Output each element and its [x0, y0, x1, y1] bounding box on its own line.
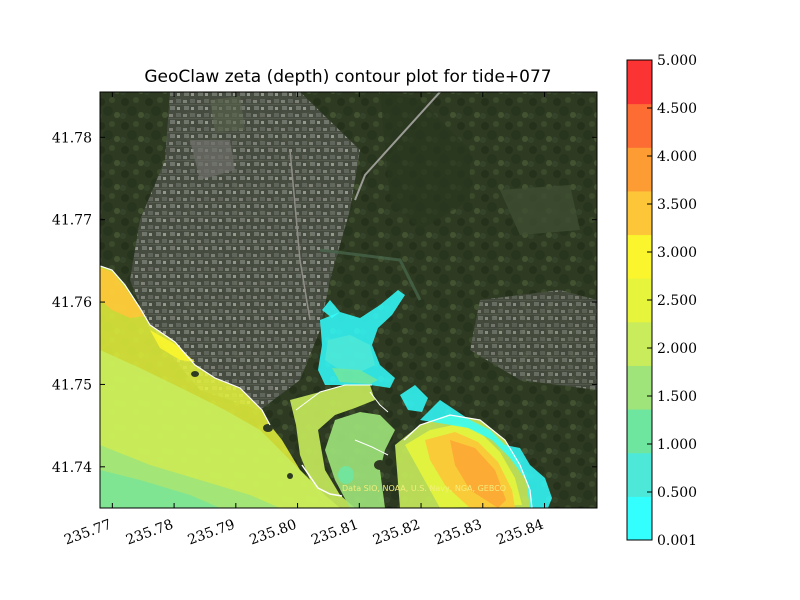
y-tick-label: 41.76 [52, 295, 92, 311]
chart-title: GeoClaw zeta (depth) contour plot for ti… [144, 67, 551, 87]
y-tick-label: 41.74 [52, 460, 92, 476]
y-tick-labels: 41.74 41.75 41.76 41.77 41.78 [52, 130, 597, 476]
colorbar-tick-label: 1.000 [657, 437, 697, 453]
y-tick-label: 41.78 [52, 130, 92, 146]
x-tick-label: 235.80 [247, 517, 299, 549]
colorbar-level-4 [627, 321, 652, 366]
colorbar-level-3 [627, 365, 652, 410]
y-tick-label: 41.75 [52, 377, 92, 393]
colorbar-level-8 [627, 147, 652, 192]
colorbar-level-0 [627, 496, 652, 541]
x-tick-label: 235.77 [62, 517, 114, 549]
colorbar-tick-label: 4.500 [657, 101, 697, 117]
x-tick-label: 235.78 [124, 517, 176, 549]
x-tick-label: 235.84 [494, 517, 546, 549]
x-tick-label: 235.82 [371, 517, 423, 549]
colorbar-level-6 [627, 234, 652, 279]
x-tick-label: 235.79 [186, 517, 238, 549]
colorbar-tick-labels: 0.001 0.500 1.000 1.500 2.000 2.500 3.000 3.500… [647, 53, 697, 549]
y-tick-label: 41.77 [52, 213, 92, 229]
colorbar-level-1 [627, 452, 652, 497]
axes-frame [99, 91, 598, 509]
colorbar-tick-label: 2.500 [657, 293, 697, 309]
colorbar [627, 60, 652, 541]
colorbar-tick-label: 4.000 [657, 149, 697, 165]
colorbar-tick-label: 2.000 [657, 341, 697, 357]
colorbar-tick-label: 1.500 [657, 389, 697, 405]
x-tick-label: 235.83 [433, 517, 485, 549]
zeta-contour-fill [100, 265, 552, 508]
x-tick-label: 235.81 [309, 517, 361, 549]
colorbar-tick-label: 0.500 [657, 485, 697, 501]
colorbar-tick-label: 3.000 [657, 245, 697, 261]
colorbar-level-10 [627, 60, 652, 105]
colorbar-level-7 [627, 190, 652, 236]
colorbar-tick-label: 5.000 [657, 53, 697, 69]
colorbar-level-9 [627, 103, 652, 148]
basemap-credit: Data SIO, NOAA, U.S. Navy, NGA, GEBCO [342, 484, 506, 493]
colorbar-level-2 [627, 409, 652, 454]
colorbar-tick-label: 0.001 [657, 533, 697, 549]
map-axes: Data SIO, NOAA, U.S. Navy, NGA, GEBCO [100, 92, 597, 508]
colorbar-tick-label: 3.500 [657, 197, 697, 213]
